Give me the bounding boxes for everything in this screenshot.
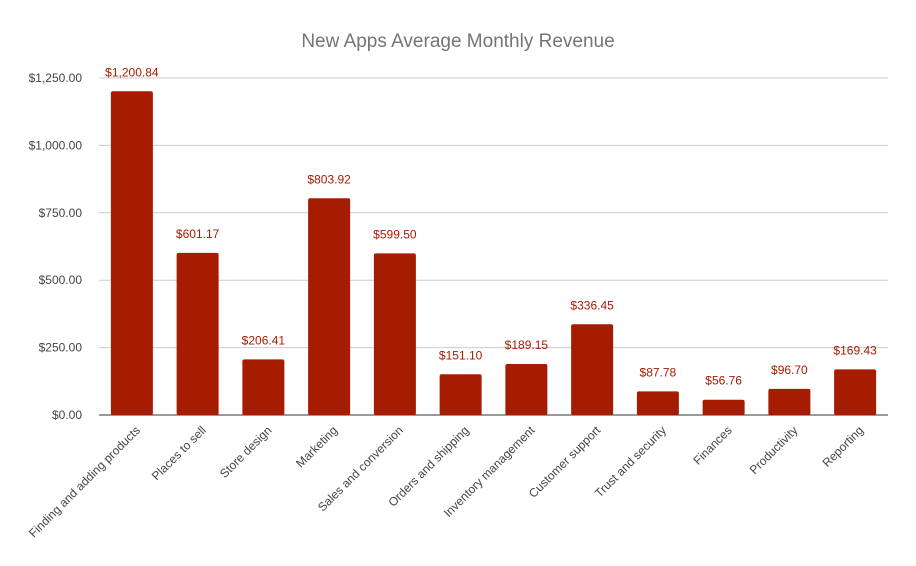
x-tick-label: Reporting	[820, 423, 867, 470]
x-tick-label: Places to sell	[149, 423, 209, 483]
bar	[439, 374, 482, 415]
data-label: $87.78	[640, 365, 677, 379]
x-tick-label: Trust and security	[592, 423, 669, 500]
data-labels: $1,200.84 $601.17 $206.41 $803.92 $599.50 $15…	[105, 65, 877, 387]
data-label: $601.17	[176, 227, 220, 241]
y-tick-label: $0.00	[52, 408, 82, 422]
bar	[636, 391, 679, 415]
x-tick-label: Finances	[690, 423, 734, 467]
x-tick-label: Finding and adding products	[26, 423, 143, 540]
data-label: $189.15	[505, 338, 549, 352]
data-label: $151.10	[439, 348, 483, 362]
y-tick-label: $750.00	[39, 206, 83, 220]
x-tick-label: Store design	[217, 423, 275, 481]
data-label: $96.70	[771, 363, 808, 377]
bar	[702, 399, 745, 415]
data-label: $169.43	[833, 343, 877, 357]
x-tick-label: Productivity	[747, 423, 801, 477]
y-tick-label: $1,250.00	[29, 71, 83, 85]
data-label: $336.45	[570, 298, 614, 312]
chart-title: New Apps Average Monthly Revenue	[301, 31, 614, 52]
bar	[242, 359, 285, 415]
bar	[308, 198, 351, 415]
bar	[373, 253, 416, 415]
bar	[505, 364, 548, 415]
bar	[176, 252, 219, 415]
x-axis-ticks: Finding and adding products Places to sel…	[26, 423, 866, 540]
data-label: $56.76	[705, 374, 742, 388]
gridlines	[99, 77, 888, 416]
y-tick-label: $250.00	[39, 341, 83, 355]
data-label: $803.92	[307, 172, 351, 186]
y-tick-label: $500.00	[39, 273, 83, 287]
bar	[768, 388, 811, 415]
data-label: $599.50	[373, 227, 417, 241]
bar	[834, 369, 877, 415]
bars	[110, 91, 877, 415]
bar	[571, 324, 614, 415]
x-tick-label: Marketing	[293, 423, 340, 470]
data-label: $206.41	[242, 333, 286, 347]
y-tick-label: $1,000.00	[29, 138, 83, 152]
data-label: $1,200.84	[105, 65, 159, 79]
bar	[110, 91, 153, 415]
y-axis-ticks: $0.00 $250.00 $500.00 $750.00 $1,000.00 $1,25…	[29, 71, 83, 422]
